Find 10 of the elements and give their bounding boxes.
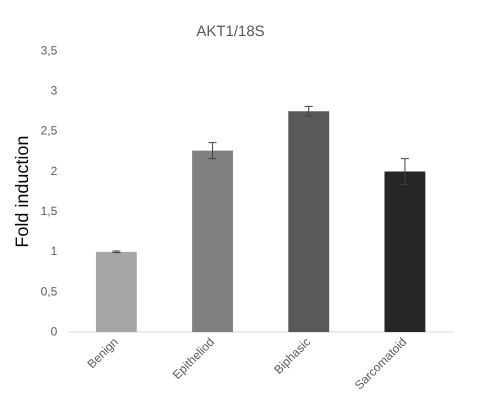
y-tick-label: 1,5 <box>40 204 58 218</box>
y-tick-label: 2 <box>50 164 58 178</box>
y-tick-label: 1 <box>50 244 58 258</box>
y-tick-label: 0 <box>50 324 58 338</box>
y-tick-label: 0,5 <box>40 284 58 298</box>
chart-title: AKT1/18S <box>196 23 265 40</box>
y-tick-label: 3 <box>50 83 58 98</box>
y-axis-title: Fold induction <box>12 136 32 248</box>
y-tick-label: 2,5 <box>40 124 58 138</box>
y-tick-label: 3,5 <box>40 43 58 58</box>
